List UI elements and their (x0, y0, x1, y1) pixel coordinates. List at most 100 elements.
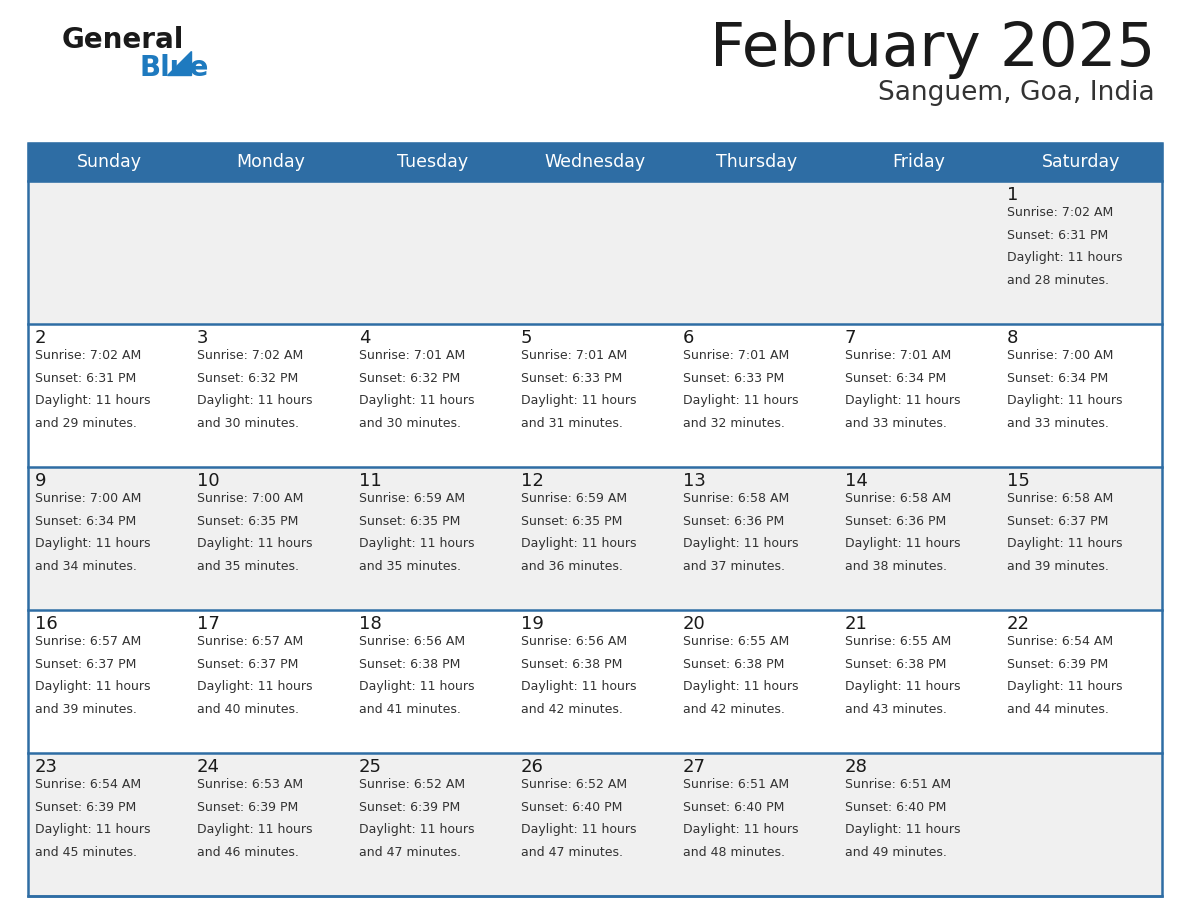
Text: 19: 19 (522, 615, 544, 633)
Text: Daylight: 11 hours: Daylight: 11 hours (359, 680, 474, 693)
Text: Sunrise: 7:02 AM: Sunrise: 7:02 AM (1007, 206, 1113, 219)
Text: Sunrise: 6:58 AM: Sunrise: 6:58 AM (1007, 492, 1113, 505)
Text: 8: 8 (1007, 329, 1018, 347)
Text: and 41 minutes.: and 41 minutes. (359, 703, 461, 716)
Text: Sunrise: 7:01 AM: Sunrise: 7:01 AM (359, 349, 466, 362)
Text: Sunset: 6:40 PM: Sunset: 6:40 PM (683, 800, 784, 813)
Text: Thursday: Thursday (716, 153, 797, 171)
Text: Sunday: Sunday (76, 153, 141, 171)
Bar (29, 467, 1162, 610)
Text: Sunset: 6:33 PM: Sunset: 6:33 PM (522, 372, 623, 385)
Text: Blue: Blue (140, 54, 209, 82)
Text: and 31 minutes.: and 31 minutes. (522, 417, 623, 430)
Text: Sunrise: 7:00 AM: Sunrise: 7:00 AM (34, 492, 141, 505)
Text: and 30 minutes.: and 30 minutes. (197, 417, 299, 430)
Text: 22: 22 (1007, 615, 1030, 633)
Text: and 30 minutes.: and 30 minutes. (359, 417, 461, 430)
Text: Sunset: 6:36 PM: Sunset: 6:36 PM (683, 515, 784, 528)
Text: 27: 27 (683, 758, 706, 776)
Text: Sunrise: 7:00 AM: Sunrise: 7:00 AM (197, 492, 303, 505)
Text: 6: 6 (683, 329, 694, 347)
Text: 1: 1 (1007, 186, 1018, 204)
Text: 26: 26 (522, 758, 544, 776)
Text: Sunrise: 7:02 AM: Sunrise: 7:02 AM (197, 349, 303, 362)
Text: and 29 minutes.: and 29 minutes. (34, 417, 137, 430)
Text: Monday: Monday (236, 153, 305, 171)
Text: Sunset: 6:39 PM: Sunset: 6:39 PM (197, 800, 298, 813)
Text: and 33 minutes.: and 33 minutes. (845, 417, 947, 430)
Text: Daylight: 11 hours: Daylight: 11 hours (1007, 252, 1123, 264)
Text: Sunrise: 7:00 AM: Sunrise: 7:00 AM (1007, 349, 1113, 362)
Text: Sunrise: 6:55 AM: Sunrise: 6:55 AM (845, 635, 952, 648)
Text: 11: 11 (359, 472, 381, 490)
Polygon shape (168, 51, 191, 75)
Text: Daylight: 11 hours: Daylight: 11 hours (197, 823, 312, 836)
Text: Sunrise: 6:57 AM: Sunrise: 6:57 AM (197, 635, 303, 648)
Text: Sunrise: 6:54 AM: Sunrise: 6:54 AM (34, 778, 141, 791)
Text: 14: 14 (845, 472, 868, 490)
Text: Daylight: 11 hours: Daylight: 11 hours (683, 537, 798, 550)
Text: 28: 28 (845, 758, 868, 776)
Text: and 37 minutes.: and 37 minutes. (683, 560, 785, 573)
Text: Sunrise: 6:55 AM: Sunrise: 6:55 AM (683, 635, 789, 648)
Text: Sunrise: 7:01 AM: Sunrise: 7:01 AM (522, 349, 627, 362)
Text: Sunrise: 7:01 AM: Sunrise: 7:01 AM (845, 349, 952, 362)
Text: and 33 minutes.: and 33 minutes. (1007, 417, 1108, 430)
Text: and 48 minutes.: and 48 minutes. (683, 845, 785, 858)
Text: 23: 23 (34, 758, 58, 776)
Text: and 40 minutes.: and 40 minutes. (197, 703, 299, 716)
Text: 16: 16 (34, 615, 58, 633)
Text: 20: 20 (683, 615, 706, 633)
Text: Daylight: 11 hours: Daylight: 11 hours (522, 394, 637, 408)
Text: Sunset: 6:39 PM: Sunset: 6:39 PM (34, 800, 137, 813)
Text: Sunset: 6:38 PM: Sunset: 6:38 PM (359, 657, 461, 670)
Text: Sunrise: 6:54 AM: Sunrise: 6:54 AM (1007, 635, 1113, 648)
Text: and 42 minutes.: and 42 minutes. (522, 703, 623, 716)
Text: Sunset: 6:40 PM: Sunset: 6:40 PM (522, 800, 623, 813)
Text: 18: 18 (359, 615, 381, 633)
Text: Sunrise: 7:02 AM: Sunrise: 7:02 AM (34, 349, 141, 362)
Text: Daylight: 11 hours: Daylight: 11 hours (845, 537, 961, 550)
Text: Friday: Friday (892, 153, 946, 171)
Text: Sunrise: 6:52 AM: Sunrise: 6:52 AM (522, 778, 627, 791)
Text: and 35 minutes.: and 35 minutes. (359, 560, 461, 573)
Bar (29, 610, 1162, 753)
Text: Sunrise: 6:58 AM: Sunrise: 6:58 AM (845, 492, 952, 505)
Text: Daylight: 11 hours: Daylight: 11 hours (1007, 680, 1123, 693)
Text: Daylight: 11 hours: Daylight: 11 hours (845, 680, 961, 693)
Text: Sunset: 6:34 PM: Sunset: 6:34 PM (34, 515, 137, 528)
Text: Daylight: 11 hours: Daylight: 11 hours (1007, 537, 1123, 550)
Text: 2: 2 (34, 329, 46, 347)
Text: Sunrise: 6:58 AM: Sunrise: 6:58 AM (683, 492, 789, 505)
Text: Daylight: 11 hours: Daylight: 11 hours (522, 537, 637, 550)
Text: Sunrise: 6:59 AM: Sunrise: 6:59 AM (359, 492, 466, 505)
Text: Sunset: 6:35 PM: Sunset: 6:35 PM (522, 515, 623, 528)
Text: Daylight: 11 hours: Daylight: 11 hours (845, 823, 961, 836)
Text: Sunrise: 6:51 AM: Sunrise: 6:51 AM (683, 778, 789, 791)
Text: and 32 minutes.: and 32 minutes. (683, 417, 785, 430)
Text: Sunset: 6:40 PM: Sunset: 6:40 PM (845, 800, 947, 813)
Text: Daylight: 11 hours: Daylight: 11 hours (683, 680, 798, 693)
Text: 7: 7 (845, 329, 857, 347)
Text: Daylight: 11 hours: Daylight: 11 hours (197, 394, 312, 408)
Text: Sunset: 6:39 PM: Sunset: 6:39 PM (359, 800, 460, 813)
Text: 10: 10 (197, 472, 220, 490)
Text: and 43 minutes.: and 43 minutes. (845, 703, 947, 716)
Text: Sunset: 6:35 PM: Sunset: 6:35 PM (197, 515, 298, 528)
Bar (29, 181, 1162, 324)
Text: Daylight: 11 hours: Daylight: 11 hours (683, 394, 798, 408)
Text: 4: 4 (359, 329, 371, 347)
Text: Sunrise: 6:59 AM: Sunrise: 6:59 AM (522, 492, 627, 505)
Text: and 35 minutes.: and 35 minutes. (197, 560, 299, 573)
Text: Sunrise: 7:01 AM: Sunrise: 7:01 AM (683, 349, 789, 362)
Text: and 45 minutes.: and 45 minutes. (34, 845, 137, 858)
Text: General: General (62, 26, 184, 54)
Text: 13: 13 (683, 472, 706, 490)
Text: 25: 25 (359, 758, 383, 776)
Text: Sunrise: 6:57 AM: Sunrise: 6:57 AM (34, 635, 141, 648)
Text: and 49 minutes.: and 49 minutes. (845, 845, 947, 858)
Text: and 47 minutes.: and 47 minutes. (359, 845, 461, 858)
Text: 24: 24 (197, 758, 220, 776)
Text: Daylight: 11 hours: Daylight: 11 hours (1007, 394, 1123, 408)
Text: Daylight: 11 hours: Daylight: 11 hours (34, 537, 151, 550)
